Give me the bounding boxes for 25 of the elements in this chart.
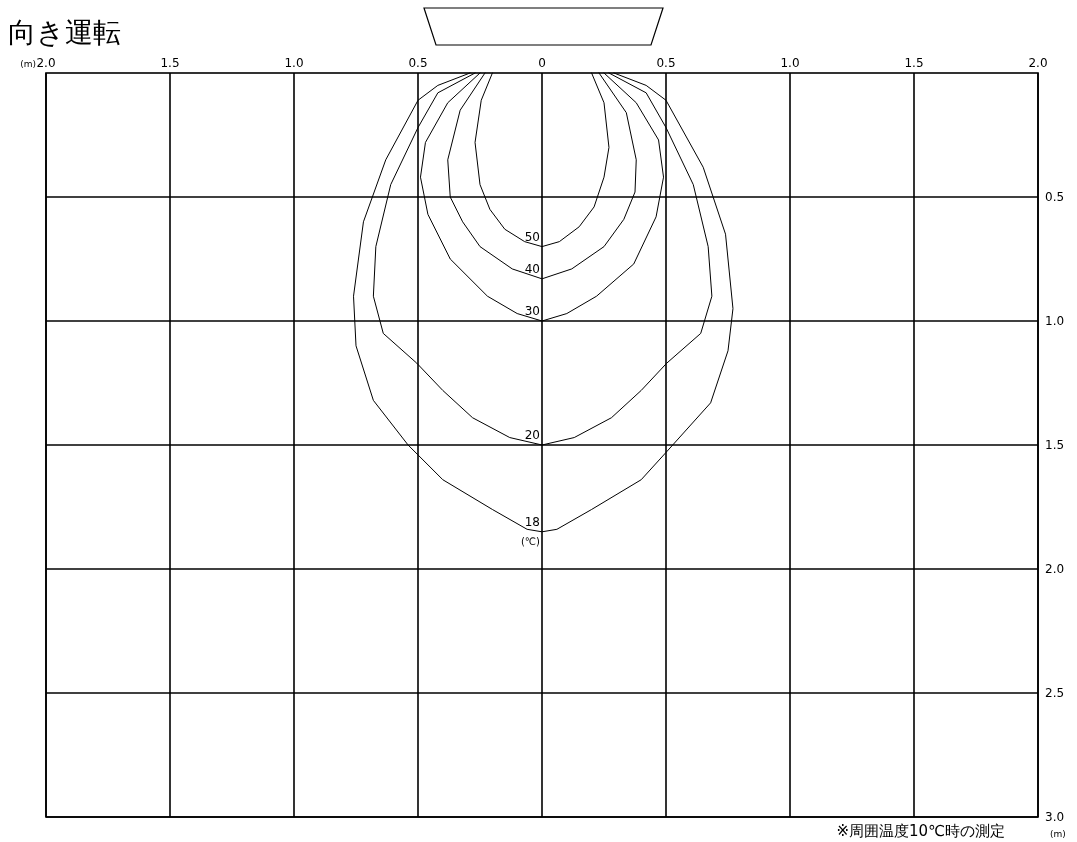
y-tick-label: 3.0	[1045, 810, 1065, 824]
y-tick-label: 1.5	[1045, 438, 1065, 452]
y-tick-label: 2.0	[1045, 562, 1065, 576]
text: ※周囲温度10℃時の測定	[836, 822, 1005, 840]
x-tick-label: 0	[538, 56, 546, 70]
series-label: 30	[524, 304, 540, 318]
x-tick-label: 1.5	[904, 56, 924, 70]
annotation: (℃)	[520, 535, 541, 547]
x-tick-label: 1.0	[284, 56, 304, 70]
x-tick-label: 2.0	[1028, 56, 1048, 70]
y-tick-label: 1.0	[1045, 314, 1065, 328]
x-tick-label: 0.5	[656, 56, 676, 70]
series-label: 40	[524, 261, 540, 276]
series-label: 20	[524, 428, 540, 442]
chart-title: 向き運転	[8, 16, 121, 49]
x-tick-label: 0.5	[408, 56, 428, 70]
x-tick-label: 2.0	[36, 56, 56, 70]
y-tick-label: 2.5	[1045, 686, 1065, 700]
y-tick-label: 0.5	[1045, 190, 1065, 204]
series-label: 50	[524, 229, 540, 244]
y-axis-title: (m)	[1050, 829, 1066, 839]
x-axis-title: (m)	[20, 59, 36, 69]
x-tick-label: 1.5	[160, 56, 180, 70]
x-tick-label: 1.0	[780, 56, 800, 70]
series-label: 18	[524, 514, 540, 529]
